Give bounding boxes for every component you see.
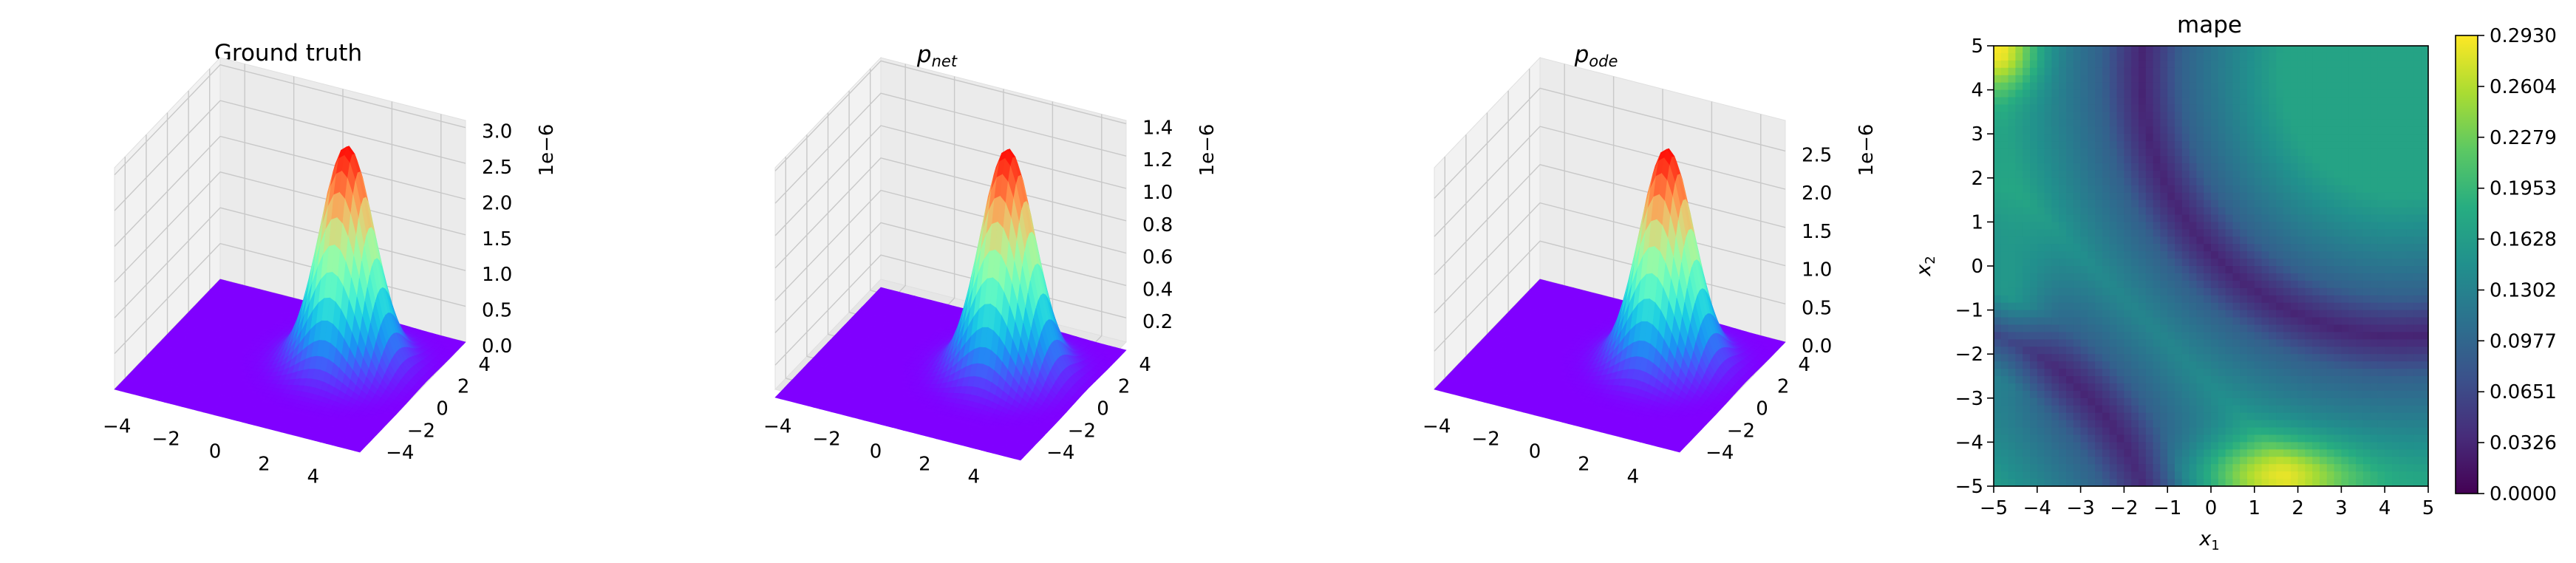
x-tick-label: 4: [968, 466, 981, 488]
z-tick-label: 0.4: [1142, 279, 1173, 301]
x-tick-label: −2: [151, 429, 180, 451]
y-tick-label: 0: [1097, 398, 1109, 420]
y-tick-label: 0: [436, 398, 449, 420]
z-tick-label: 1.0: [1142, 182, 1173, 204]
panel-title: pode: [1574, 41, 1618, 70]
x-tick-label: −4: [763, 416, 791, 438]
panel-title: pnet: [916, 41, 958, 70]
z-tick-label: 0.6: [1142, 247, 1173, 269]
surface-panel-ground-truth: Ground truth −4−2024−4−20240.00.51.01.52…: [103, 40, 558, 488]
y-tick-label: 2: [1118, 376, 1131, 398]
y-tick-label: −4: [1046, 442, 1074, 464]
z-tick-label: 1.2: [1142, 149, 1173, 171]
z-tick-label: 1.0: [482, 264, 512, 286]
surface: [114, 146, 466, 453]
x-tick-label: −2: [812, 429, 840, 451]
y-tick-label: −2: [1068, 420, 1096, 442]
grid-line: [114, 100, 466, 211]
z-tick-label: 2.5: [482, 157, 512, 179]
x-tick-label: 4: [307, 466, 320, 488]
grid-line: [114, 171, 466, 283]
x-tick-label: 2: [258, 454, 270, 476]
y-tick-label: 4: [1139, 354, 1151, 376]
z-offset-label: 1e−6: [1196, 124, 1219, 177]
z-tick-label: 2.0: [482, 192, 512, 214]
surface-panel-p-net: pnet −4−2024−4−20240.20.40.60.81.01.21.4…: [763, 41, 1219, 488]
y-tick-label: 2: [457, 376, 470, 398]
y-tick-label: −4: [386, 442, 414, 464]
z-tick-label: 0.0: [482, 335, 512, 358]
z-tick-label: 0.5: [482, 300, 512, 322]
grid-line: [114, 64, 466, 176]
x-tick-label: 0: [209, 441, 222, 463]
z-tick-label: 3.0: [482, 121, 512, 143]
z-tick-label: 0.2: [1142, 311, 1173, 333]
grid-line: [114, 207, 466, 318]
x-tick-label: 0: [870, 441, 882, 463]
x-tick-label: −4: [103, 416, 131, 438]
x-tick-label: 2: [919, 454, 931, 476]
z-offset-label: 1e−6: [536, 124, 558, 177]
z-tick-label: 1.5: [482, 228, 512, 250]
z-tick-label: 1.4: [1142, 117, 1173, 139]
grid-line: [114, 135, 466, 247]
y-tick-label: −2: [407, 420, 435, 442]
z-tick-label: 0.8: [1142, 214, 1173, 236]
